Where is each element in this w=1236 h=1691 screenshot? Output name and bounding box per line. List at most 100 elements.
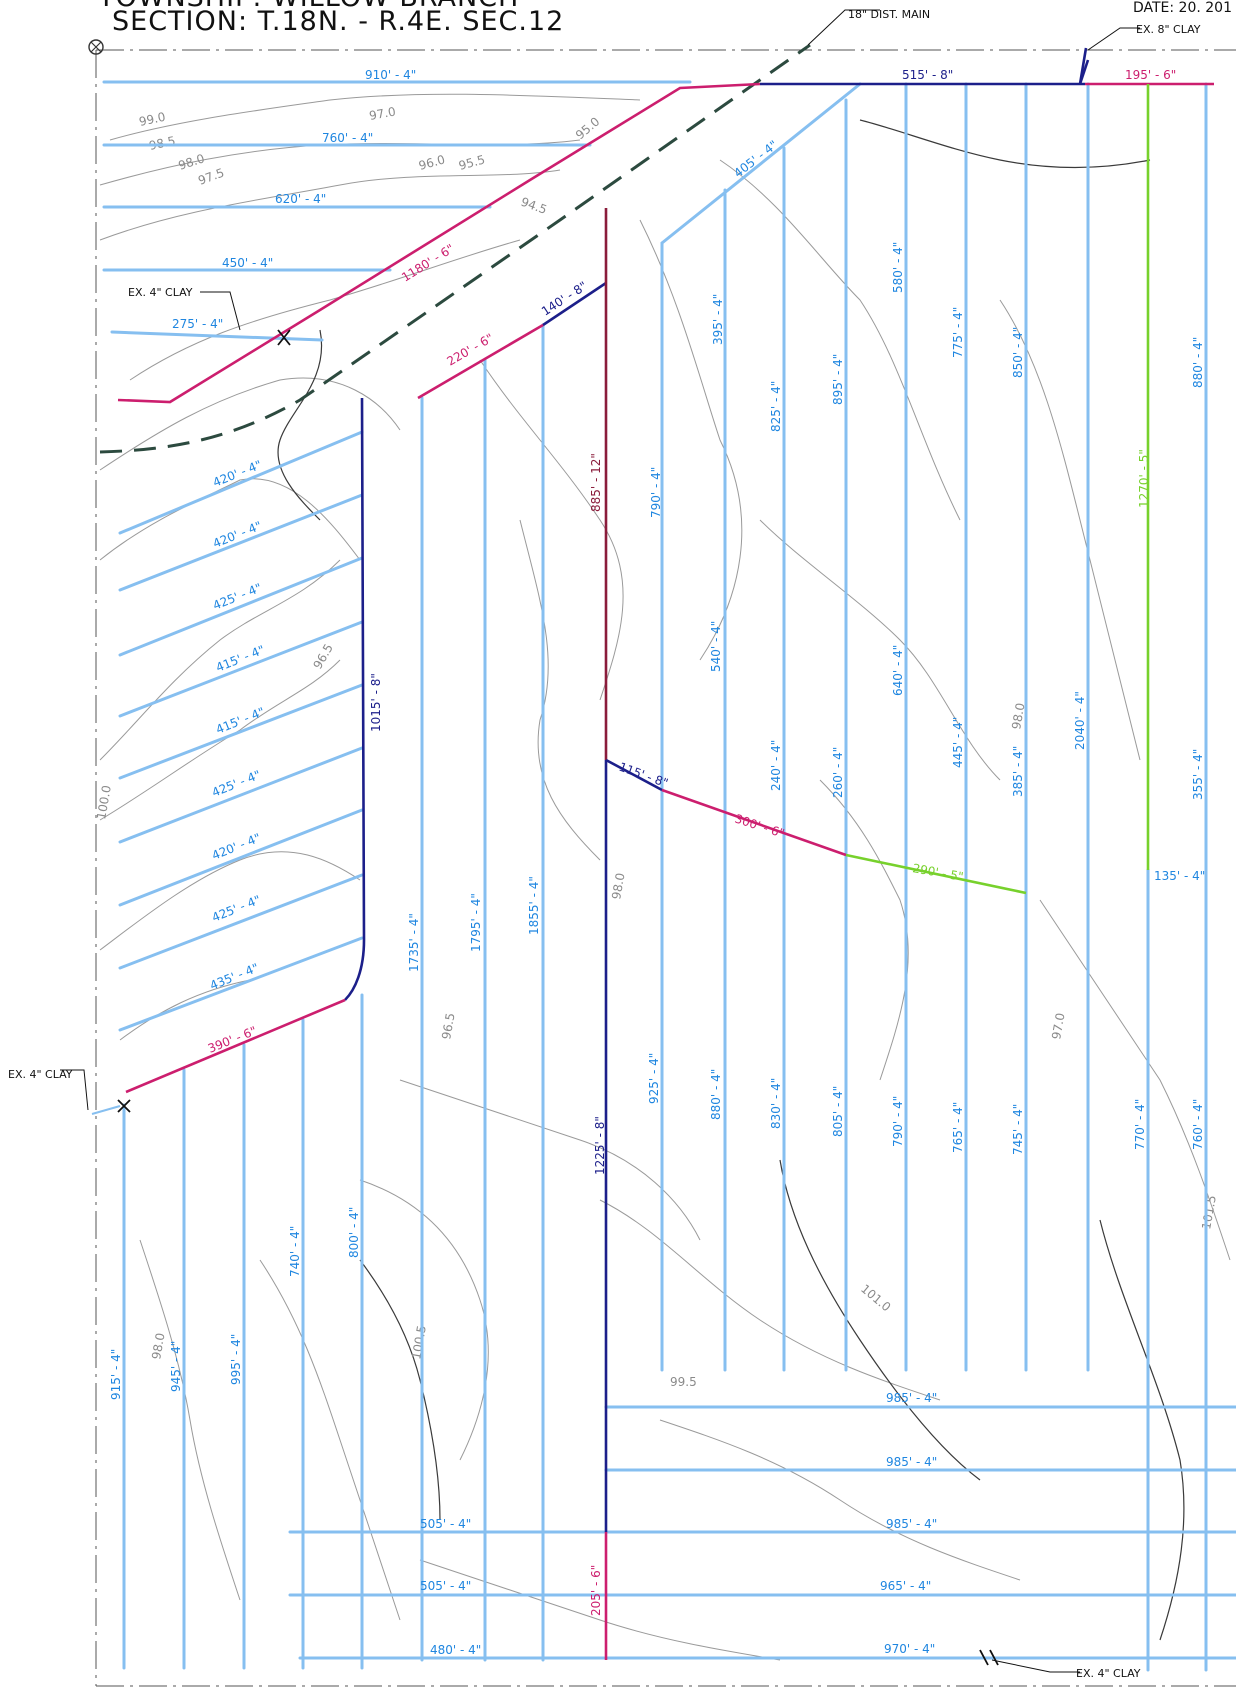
- callout-leaders: [60, 9, 1140, 1673]
- lateral-label: 395' - 4": [711, 294, 725, 345]
- main-label: 1270' - 5": [1137, 449, 1151, 508]
- contour-lines: [99, 93, 1231, 1661]
- lateral-label: 425' - 4": [210, 893, 263, 925]
- elev-label: 97.0: [1049, 1012, 1067, 1041]
- dist-main-line: [99, 43, 811, 454]
- lateral-label: 355' - 4": [1191, 749, 1205, 800]
- main-label: 300' - 6": [733, 812, 786, 841]
- lateral-label: 825' - 4": [769, 381, 783, 432]
- lateral-label: 425' - 4": [210, 768, 263, 800]
- lateral-label: 765' - 4": [951, 1102, 965, 1153]
- elev-label: 94.5: [519, 195, 549, 217]
- main-label: 885' - 12": [589, 453, 603, 512]
- lateral-label: 910' - 4": [365, 68, 416, 82]
- lateral-label: 770' - 4": [1133, 1099, 1147, 1150]
- lateral-label: 895' - 4": [831, 354, 845, 405]
- lateral-label: 880' - 4": [1191, 337, 1205, 388]
- lateral-label: 505' - 4": [420, 1517, 471, 1531]
- lateral-label: 790' - 4": [891, 1096, 905, 1147]
- lateral-label: 1855' - 4": [527, 876, 541, 935]
- dist-main-callout: 18" DIST. MAIN: [848, 8, 930, 21]
- lateral-label: 850' - 4": [1011, 327, 1025, 378]
- elev-label: 100.5: [409, 1324, 429, 1360]
- lateral-label: 405' - 4": [731, 138, 780, 181]
- main-label: 290' - 5": [911, 861, 964, 884]
- elev-label: 98.0: [1009, 702, 1027, 731]
- lateral-label: 580' - 4": [891, 242, 905, 293]
- elev-label: 100.0: [94, 784, 114, 820]
- lateral-labels: 910' - 4" 760' - 4" 620' - 4" 450' - 4" …: [109, 68, 1205, 1657]
- mains: [117, 47, 1214, 1660]
- lateral-label: 445' - 4": [951, 717, 965, 768]
- section-title: SECTION: T.18N. - R.4E. SEC.12: [112, 6, 565, 37]
- clay-markers: [91, 59, 1090, 1666]
- lateral-label: 830' - 4": [769, 1078, 783, 1129]
- ex-4-clay-callout-bottom: EX. 4" CLAY: [1076, 1667, 1141, 1680]
- date-stamp: DATE: 20. 201: [1132, 0, 1232, 16]
- lateral-label: 505' - 4": [420, 1579, 471, 1593]
- elev-label: 98.0: [149, 1332, 167, 1361]
- elev-label: 98.0: [609, 872, 627, 901]
- lateral-label: 640' - 4": [891, 645, 905, 696]
- main-label: 1225' - 8": [593, 1116, 607, 1175]
- lateral-label: 760' - 4": [1191, 1099, 1205, 1150]
- lateral-label: 740' - 4": [288, 1226, 302, 1277]
- lateral-label: 775' - 4": [951, 307, 965, 358]
- section-corner-icon: [88, 39, 104, 55]
- lateral-label: 1735' - 4": [407, 913, 421, 972]
- lateral-label: 385' - 4": [1011, 746, 1025, 797]
- elev-label: 101.0: [858, 1282, 893, 1315]
- lateral-label: 985' - 4": [886, 1391, 937, 1405]
- lateral-label: 925' - 4": [647, 1053, 661, 1104]
- lateral-label: 985' - 4": [886, 1517, 937, 1531]
- main-label: 515' - 8": [902, 68, 953, 82]
- ex-4-clay-callout-top: EX. 4" CLAY: [128, 286, 193, 299]
- lateral-label: 995' - 4": [229, 1334, 243, 1385]
- lateral-label: 540' - 4": [709, 621, 723, 672]
- main-label: 390' - 6": [206, 1024, 259, 1056]
- lateral-label: 2040' - 4": [1073, 691, 1087, 750]
- main-label: 195' - 6": [1125, 68, 1176, 82]
- lateral-label: 480' - 4": [430, 1643, 481, 1657]
- main-label: 1015' - 8": [369, 673, 383, 732]
- lateral-label: 260' - 4": [831, 747, 845, 798]
- main-label: 205' - 6": [589, 1565, 603, 1616]
- elev-label: 96.0: [417, 152, 446, 172]
- ex-4-clay-callout-left: EX. 4" CLAY: [8, 1068, 73, 1081]
- main-label: 220' - 6": [445, 331, 496, 369]
- lateral-label: 970' - 4": [884, 1642, 935, 1656]
- lateral-label: 745' - 4": [1011, 1104, 1025, 1155]
- lateral-label: 240' - 4": [769, 740, 783, 791]
- lateral-label: 420' - 4": [211, 519, 264, 551]
- lateral-label: 800' - 4": [347, 1207, 361, 1258]
- elev-label: 97.5: [196, 166, 226, 188]
- lateral-label: 275' - 4": [172, 317, 223, 331]
- lateral-label: 880' - 4": [709, 1069, 723, 1120]
- township-title: TOWNSHIP: WILLOW BRANCH: [98, 0, 519, 13]
- lateral-label: 1795' - 4": [469, 893, 483, 952]
- elevation-labels: 99.0 98.5 98.0 97.5 97.0 96.0 95.5 95.0 …: [94, 105, 1219, 1389]
- elev-label: 101.5: [1199, 1194, 1219, 1230]
- ex-8-clay-callout: EX. 8" CLAY: [1136, 23, 1201, 36]
- lateral-label: 760' - 4": [322, 131, 373, 145]
- lateral-label: 790' - 4": [649, 467, 663, 518]
- main-label: 1180' - 6": [399, 241, 456, 284]
- laterals: [102, 80, 1236, 1672]
- lateral-label: 945' - 4": [169, 1341, 183, 1392]
- lateral-label: 965' - 4": [880, 1579, 931, 1593]
- elev-label: 95.5: [457, 152, 486, 172]
- lateral-label: 915' - 4": [109, 1349, 123, 1400]
- lateral-label: 805' - 4": [831, 1086, 845, 1137]
- elev-label: 98.0: [177, 151, 207, 173]
- elev-label: 96.5: [439, 1012, 457, 1041]
- lateral-label: 450' - 4": [222, 256, 273, 270]
- property-border: [88, 39, 1236, 1687]
- elev-label: 97.0: [368, 105, 397, 123]
- elev-label: 99.5: [670, 1375, 697, 1389]
- elev-label: 99.0: [138, 110, 167, 129]
- lateral-label: 620' - 4": [275, 192, 326, 206]
- elev-label: 98.5: [148, 134, 177, 153]
- lateral-label: 135' - 4": [1154, 869, 1205, 883]
- lateral-label: 985' - 4": [886, 1455, 937, 1469]
